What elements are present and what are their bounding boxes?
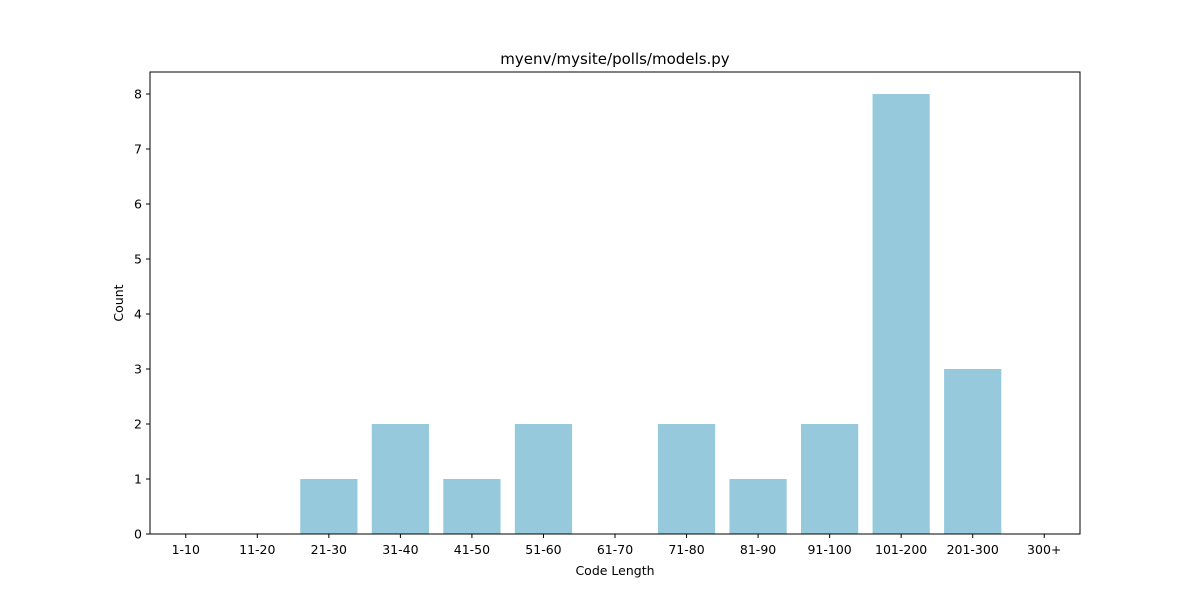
- x-tick-label: 51-60: [525, 542, 561, 557]
- y-tick-label: 8: [134, 87, 142, 102]
- bar-51-60: [514, 424, 573, 534]
- y-tick-label: 2: [134, 417, 142, 432]
- x-tick-label: 81-90: [740, 542, 776, 557]
- y-tick-label: 5: [134, 252, 142, 267]
- bar-81-90: [729, 479, 787, 534]
- bar-71-80: [657, 424, 716, 534]
- y-axis-title: Count: [111, 284, 126, 321]
- x-axis-title: Code Length: [575, 563, 654, 578]
- bar-21-30: [300, 479, 358, 534]
- bar-201-300: [944, 369, 1002, 534]
- bar-41-50: [443, 479, 501, 534]
- y-tick-label: 6: [134, 197, 142, 212]
- y-tick-label: 1: [134, 472, 142, 487]
- plot-frame: [149, 71, 1081, 535]
- x-axis: 1-10 11-20 21-30 31-40 41-50 51-60 61-70 71-80 8…: [172, 534, 1061, 557]
- x-tick-label: 71-80: [668, 542, 704, 557]
- bars-layer: [300, 94, 1002, 534]
- y-axis: 0 1 2 3 4 5 6 7 8: [134, 87, 150, 542]
- x-tick-label: 101-200: [875, 542, 927, 557]
- y-tick-label: 4: [134, 307, 142, 322]
- y-tick-label: 7: [134, 142, 142, 157]
- x-tick-label: 11-20: [239, 542, 275, 557]
- x-tick-label: 31-40: [382, 542, 418, 557]
- bar-101-200: [872, 94, 930, 534]
- y-tick-label: 0: [134, 527, 142, 542]
- bar-91-100: [801, 424, 859, 534]
- y-tick-label: 3: [134, 362, 142, 377]
- x-tick-label: 61-70: [597, 542, 633, 557]
- x-tick-label: 1-10: [172, 542, 200, 557]
- x-tick-label: 21-30: [311, 542, 347, 557]
- x-tick-label: 201-300: [947, 542, 999, 557]
- x-tick-label: 91-100: [807, 542, 851, 557]
- x-tick-label: 41-50: [454, 542, 490, 557]
- chart-title: myenv/mysite/polls/models.py: [500, 50, 730, 68]
- bar-31-40: [371, 424, 429, 534]
- x-tick-label: 300+: [1027, 542, 1061, 557]
